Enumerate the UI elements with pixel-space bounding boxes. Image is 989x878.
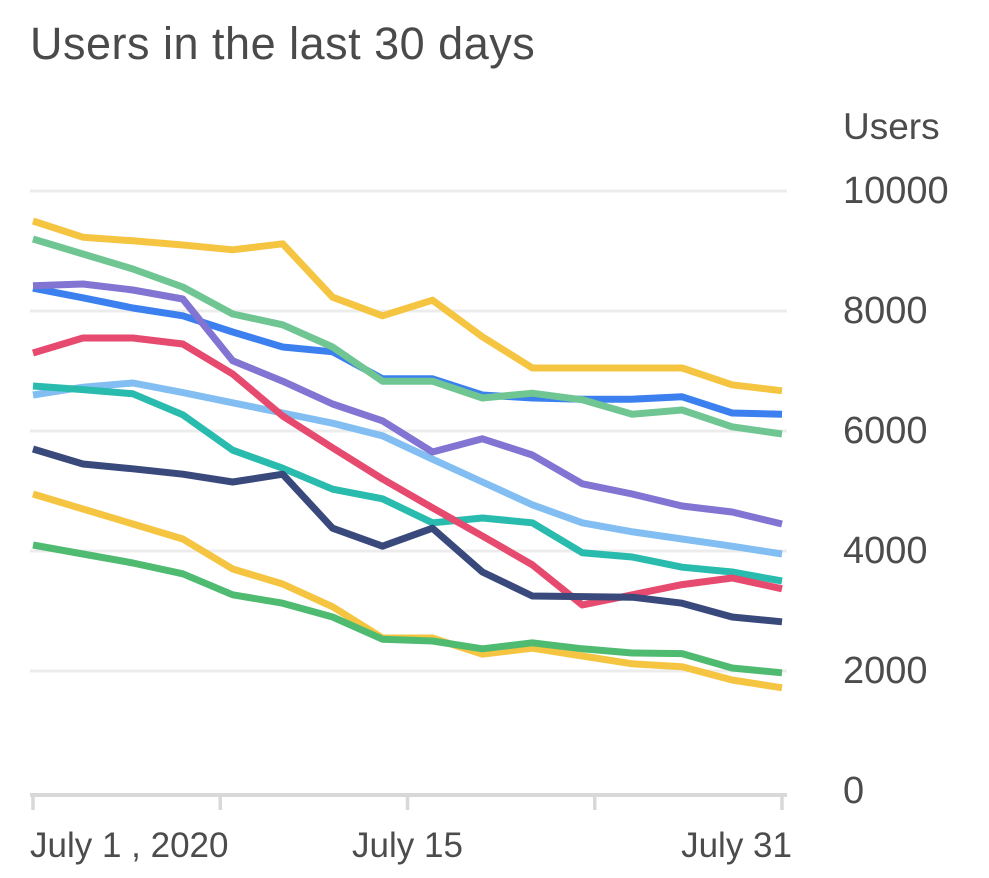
series-line-gold-top bbox=[31, 217, 783, 395]
series-line-light-blue bbox=[32, 379, 783, 558]
x-tick-label: July 31 bbox=[681, 826, 792, 865]
series-line-red bbox=[31, 334, 783, 609]
x-tick-label: July 15 bbox=[352, 826, 463, 865]
y-tick-label-0: 0 bbox=[843, 770, 865, 812]
y-tick-label-4000: 4000 bbox=[843, 530, 928, 572]
y-axis-title: Users bbox=[843, 106, 940, 147]
series-line-navy bbox=[31, 445, 783, 626]
y-tick-label-8000: 8000 bbox=[843, 290, 928, 332]
series-line-green-bottom bbox=[32, 541, 783, 677]
chart-title: Users in the last 30 days bbox=[30, 18, 536, 69]
series-line-green-soft bbox=[31, 235, 783, 438]
y-tick-label-10000: 10000 bbox=[843, 170, 949, 212]
series-line-gold-bottom bbox=[31, 490, 783, 692]
y-tick-label-6000: 6000 bbox=[843, 410, 928, 452]
series-line-purple bbox=[32, 280, 783, 528]
y-tick-label-2000: 2000 bbox=[843, 650, 928, 692]
series-line-teal bbox=[32, 382, 783, 585]
x-tick-label: July 1 , 2020 bbox=[30, 826, 229, 865]
